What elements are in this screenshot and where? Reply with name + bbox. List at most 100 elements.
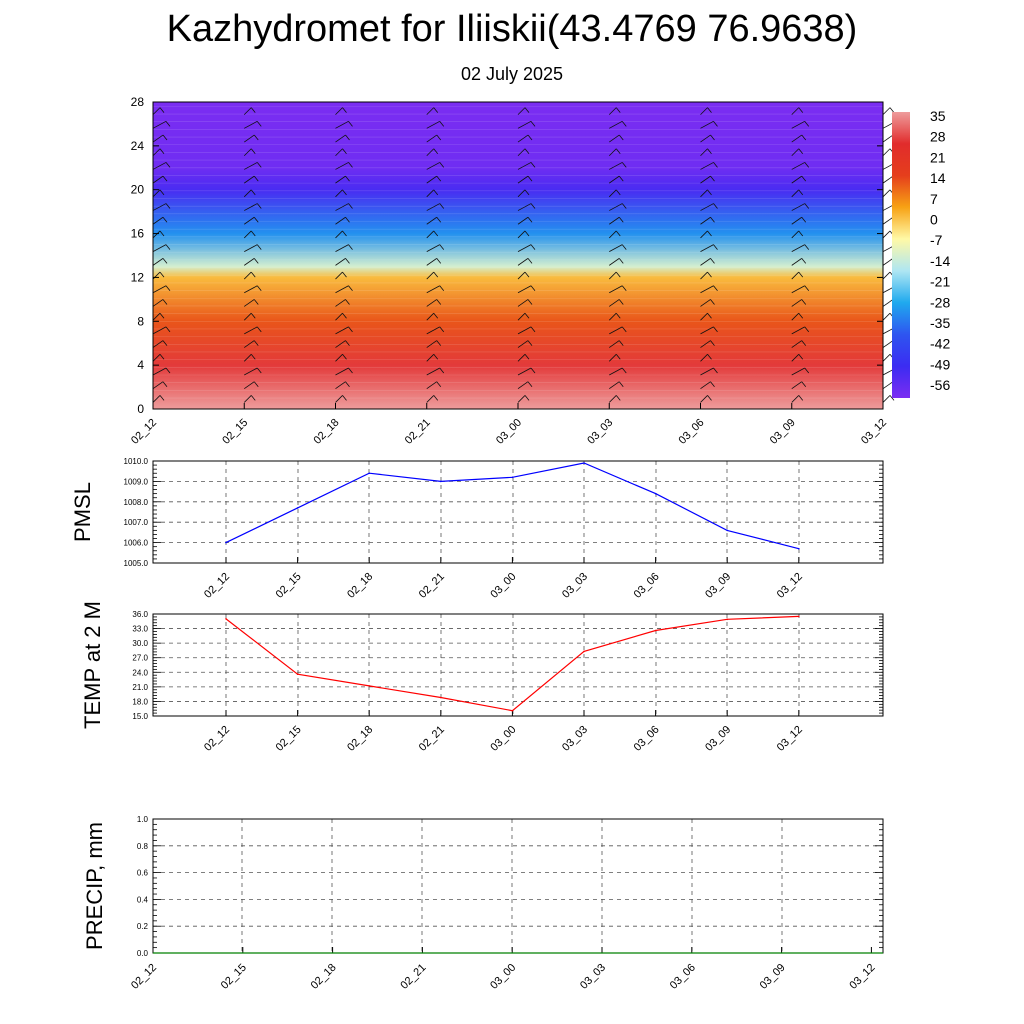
wind-barb-shaft bbox=[517, 299, 529, 307]
wind-barb-flag bbox=[433, 230, 439, 237]
wind-barb-shaft bbox=[243, 189, 252, 198]
wind-barb-shaft bbox=[608, 230, 617, 239]
colorbar-label: -56 bbox=[930, 377, 950, 393]
y-tick-label: 0.4 bbox=[137, 895, 149, 904]
wind-barb-shaft bbox=[791, 216, 802, 225]
wind-barb-shaft bbox=[791, 326, 805, 335]
x-tick-label: 02_12 bbox=[129, 417, 159, 447]
wind-barb-shaft bbox=[791, 175, 802, 184]
wind-barb-flag bbox=[345, 258, 350, 264]
wind-barb-shaft bbox=[700, 107, 708, 115]
wind-barb-flag bbox=[804, 244, 810, 250]
wind-barb-shaft bbox=[608, 271, 617, 280]
wind-barb-shaft bbox=[243, 312, 252, 321]
wind-barb bbox=[791, 395, 804, 403]
wind-barb-shaft bbox=[700, 367, 714, 376]
wind-barb-flag bbox=[436, 381, 442, 387]
wind-barb-flag bbox=[256, 121, 262, 127]
wind-barb-flag bbox=[439, 121, 445, 127]
wind-barb-flag bbox=[253, 175, 259, 182]
chart-subtitle: 02 July 2025 bbox=[460, 64, 564, 84]
wind-barb-shaft bbox=[243, 354, 252, 362]
wind-barb-flag bbox=[530, 162, 536, 168]
wind-barb-flag bbox=[342, 148, 347, 154]
wind-barb-shaft bbox=[700, 326, 714, 335]
wind-barb-shaft bbox=[700, 175, 711, 184]
wind-barb-shaft bbox=[335, 395, 343, 403]
wind-barb bbox=[335, 381, 350, 390]
wind-barb bbox=[791, 271, 804, 280]
x-tick-label: 03_00 bbox=[488, 724, 518, 754]
wind-barb-shaft bbox=[791, 354, 800, 362]
wind-barb-shaft bbox=[335, 107, 343, 115]
wind-barb-flag bbox=[439, 285, 445, 292]
wind-barb-flag bbox=[621, 244, 627, 250]
wind-barb-flag bbox=[710, 340, 715, 346]
wind-barb-flag bbox=[250, 107, 256, 113]
wind-barb-flag bbox=[713, 367, 718, 374]
wind-barb bbox=[791, 120, 810, 129]
wind-barb-shaft bbox=[152, 175, 164, 184]
wind-barb-shaft bbox=[152, 189, 161, 198]
wind-barb-flag bbox=[436, 217, 442, 223]
wind-barb bbox=[426, 312, 439, 321]
wind-barb bbox=[700, 244, 718, 253]
data-point bbox=[296, 507, 299, 509]
wind-barb-shaft bbox=[700, 120, 714, 129]
wind-barb bbox=[517, 134, 533, 143]
data-point bbox=[726, 529, 728, 532]
wind-barb-shaft bbox=[609, 162, 623, 170]
wind-barb-shaft bbox=[335, 258, 346, 266]
wind-barb-flag bbox=[433, 271, 439, 278]
y-axis-label: PMSL bbox=[70, 482, 95, 542]
wind-barb bbox=[700, 230, 712, 239]
wind-barb-shaft bbox=[243, 271, 252, 280]
wind-barb-flag bbox=[342, 271, 347, 278]
x-tick-label: 03_03 bbox=[585, 417, 615, 447]
wind-barb bbox=[609, 326, 627, 335]
wind-barb bbox=[152, 148, 165, 157]
wind-barb-shaft bbox=[152, 216, 164, 225]
wind-barb-shaft bbox=[791, 285, 805, 294]
wind-barb-shaft bbox=[609, 299, 620, 307]
data-point bbox=[654, 629, 657, 632]
wind-barb-flag bbox=[165, 367, 171, 374]
wind-barb-flag bbox=[710, 217, 715, 223]
wind-barb-shaft bbox=[426, 216, 437, 225]
wind-barb-flag bbox=[162, 299, 168, 305]
wind-barb bbox=[700, 367, 718, 376]
wind-barb-shaft bbox=[426, 107, 435, 115]
x-tick-label: 03_06 bbox=[632, 571, 662, 601]
wind-barb-shaft bbox=[882, 299, 894, 307]
wind-barb-flag bbox=[165, 203, 171, 209]
wind-barb bbox=[700, 148, 712, 157]
wind-barb bbox=[700, 381, 715, 390]
wind-barb-flag bbox=[527, 175, 533, 182]
wind-barb-shaft bbox=[608, 148, 617, 157]
wind-barb bbox=[609, 285, 627, 294]
wind-barb-shaft bbox=[243, 230, 252, 239]
wind-barb-shaft bbox=[335, 367, 349, 376]
wind-barb-flag bbox=[524, 354, 530, 360]
wind-barb bbox=[517, 299, 533, 307]
wind-barb-flag bbox=[342, 107, 347, 113]
wind-barb bbox=[244, 340, 259, 348]
colorbar-label: 21 bbox=[930, 149, 946, 165]
wind-barb-flag bbox=[618, 175, 624, 182]
wind-barb bbox=[609, 258, 624, 266]
wind-barb bbox=[335, 326, 353, 335]
wind-barb-shaft bbox=[152, 134, 164, 143]
wind-barb bbox=[335, 230, 347, 239]
wind-barb-shaft bbox=[882, 354, 891, 362]
wind-barb bbox=[426, 162, 445, 170]
wind-barb bbox=[426, 107, 439, 115]
wind-barb bbox=[700, 120, 718, 129]
wind-barb-flag bbox=[342, 312, 347, 319]
wind-barb bbox=[426, 326, 445, 335]
wind-barb-shaft bbox=[517, 271, 526, 280]
wind-barb bbox=[152, 203, 171, 211]
wind-barb bbox=[426, 340, 442, 348]
wind-barb-shaft bbox=[608, 107, 617, 115]
y-tick-label: 24 bbox=[131, 139, 145, 153]
y-tick-label: 0.0 bbox=[137, 949, 149, 958]
